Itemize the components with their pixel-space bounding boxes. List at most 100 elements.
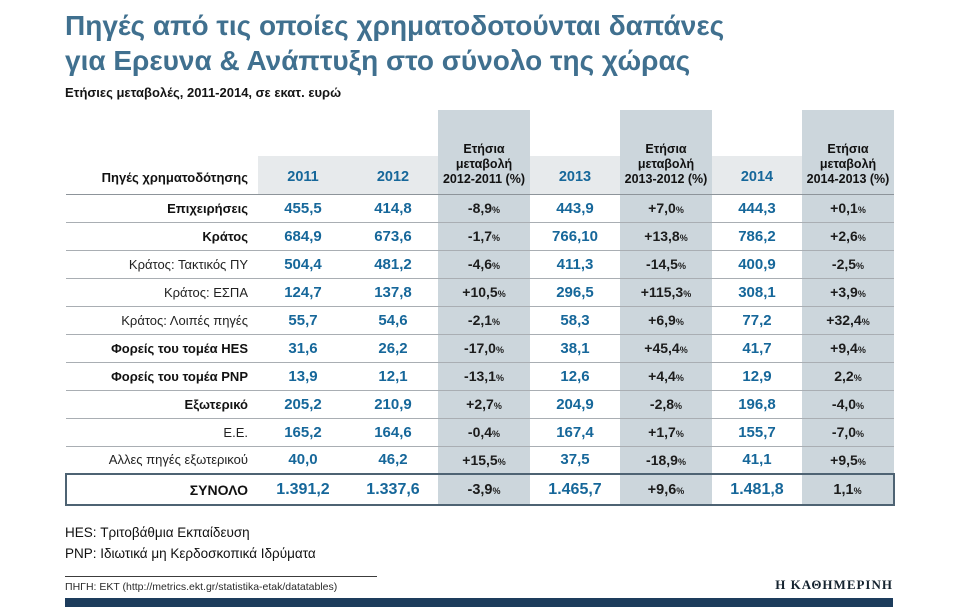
percent-sign: % — [856, 429, 865, 439]
table-header-row: Πηγές χρηματοδότησης 2011 2012 Ετήσια μεταβ… — [66, 110, 894, 195]
percent-sign: % — [856, 401, 865, 411]
change-cell: -18,9% — [620, 446, 712, 475]
table-row: Φορείς του τομέα HES 31,6 26,2 -17,0% 38,1 +4… — [66, 334, 894, 363]
change-cell: +7,0% — [620, 194, 712, 223]
change-cell: -7,0% — [802, 418, 894, 447]
page-title-line1: Πηγές από τις οποίες χρηματοδοτούνται δα… — [65, 10, 725, 41]
change-cell: 2,2% — [802, 362, 894, 391]
value-cell: 54,6 — [348, 306, 438, 335]
change-cell: -8,9% — [438, 194, 530, 223]
column-header-year: 2012 — [348, 110, 438, 195]
row-label: Φορείς του τομέα PNP — [66, 362, 258, 391]
value-cell: 26,2 — [348, 334, 438, 363]
percent-sign: % — [677, 456, 686, 467]
value-cell: 673,6 — [348, 222, 438, 251]
value-cell: 41,1 — [712, 446, 802, 475]
value-cell: 37,5 — [530, 446, 620, 475]
change-cell: +6,9% — [620, 306, 712, 335]
value-cell: 205,2 — [258, 390, 348, 419]
value-cell: 455,5 — [258, 194, 348, 223]
change-cell: 1,1% — [802, 473, 895, 506]
table-row: Εξωτερικό 205,2 210,9 +2,7% 204,9 -2,8% 196,8-… — [66, 390, 894, 419]
row-label: Κράτος: Λοιπές πηγές — [66, 306, 258, 335]
page-subtitle: Ετήσιες μεταβολές, 2011-2014, σε εκατ. ε… — [65, 85, 342, 100]
value-cell: 481,2 — [348, 250, 438, 279]
row-label: Κράτος — [66, 222, 258, 251]
footnote-pnp: PNP: Ιδιωτικά μη Κερδοσκοπικά Ιδρύματα — [65, 546, 316, 561]
change-cell: +2,6% — [802, 222, 894, 251]
percent-sign: % — [675, 429, 684, 439]
percent-sign: % — [679, 345, 688, 355]
value-cell: 308,1 — [712, 278, 802, 307]
percent-sign: % — [857, 205, 866, 215]
total-row: ΣΥΝΟΛΟ 1.391,2 1.337,6 -3,9% 1.465,7 +9,6% 1.4… — [65, 473, 895, 506]
page-title-line2: για Ερευνα & Ανάπτυξη στο σύνολο της χώρ… — [65, 45, 691, 76]
value-cell: 165,2 — [258, 418, 348, 447]
value-cell: 1.391,2 — [258, 473, 348, 506]
value-cell: 766,10 — [530, 222, 620, 251]
percent-sign: % — [497, 289, 506, 299]
change-cell: -14,5% — [620, 250, 712, 279]
table-row: Φορείς του τομέα PNP 13,9 12,1 -13,1% 12,6 +4… — [66, 362, 894, 391]
funding-table: Πηγές χρηματοδότησης 2011 2012 Ετήσια μεταβ… — [65, 110, 895, 506]
percent-sign: % — [679, 233, 688, 243]
value-cell: 786,2 — [712, 222, 802, 251]
footnotes: HES: Τριτοβάθμια Εκπαίδευση PNP: Ιδιωτικ… — [65, 522, 893, 564]
percent-sign: % — [492, 233, 501, 243]
percent-sign: % — [492, 317, 501, 327]
change-cell: +115,3% — [620, 278, 712, 307]
value-cell: 55,7 — [258, 306, 348, 335]
percent-sign: % — [853, 373, 862, 383]
column-header-year: 2013 — [530, 110, 620, 195]
change-cell: -2,1% — [438, 306, 530, 335]
change-cell: +3,9% — [802, 278, 894, 307]
change-cell: +9,4% — [802, 334, 894, 363]
value-cell: 77,2 — [712, 306, 802, 335]
column-header-change: Ετήσια μεταβολή 2012-2011 (%) — [438, 110, 530, 195]
percent-sign: % — [497, 456, 506, 467]
percent-sign: % — [492, 205, 501, 215]
percent-sign: % — [492, 261, 501, 271]
value-cell: 12,6 — [530, 362, 620, 391]
percent-sign: % — [495, 373, 504, 383]
row-label: ΣΥΝΟΛΟ — [65, 473, 258, 506]
percent-sign: % — [857, 456, 866, 467]
row-label: Κράτος: ΕΣΠΑ — [66, 278, 258, 307]
percent-sign: % — [495, 345, 504, 355]
change-cell: -0,4% — [438, 418, 530, 447]
change-cell: +4,4% — [620, 362, 712, 391]
table-row: Κράτος 684,9 673,6 -1,7% 766,10 +13,8% 786,2 +2… — [66, 222, 894, 251]
value-cell: 1.337,6 — [348, 473, 438, 506]
change-cell: +1,7% — [620, 418, 712, 447]
change-cell: +9,5% — [802, 446, 894, 475]
value-cell: 12,9 — [712, 362, 802, 391]
value-cell: 164,6 — [348, 418, 438, 447]
page-title: Πηγές από τις οποίες χρηματοδοτούνται δα… — [65, 8, 893, 78]
change-cell: +9,6% — [620, 473, 712, 506]
value-cell: 137,8 — [348, 278, 438, 307]
percent-sign: % — [492, 429, 501, 439]
change-cell: +10,5% — [438, 278, 530, 307]
table-row: Κράτος: Τακτικός ΠΥ 504,4 481,2 -4,6% 411,3-… — [66, 250, 894, 279]
row-label: Ε.Ε. — [66, 418, 258, 447]
row-label: Φορείς του τομέα HES — [66, 334, 258, 363]
column-header-change: Ετήσια μεταβολή 2013-2012 (%) — [620, 110, 712, 195]
value-cell: 31,6 — [258, 334, 348, 363]
source-credit: ΠΗΓΗ: ΕΚΤ (http://metrics.ekt.gr/statist… — [65, 576, 377, 593]
value-cell: 13,9 — [258, 362, 348, 391]
percent-sign: % — [857, 289, 866, 299]
value-cell: 414,8 — [348, 194, 438, 223]
footnote-hes: HES: Τριτοβάθμια Εκπαίδευση — [65, 525, 250, 540]
percent-sign: % — [493, 401, 502, 411]
change-cell: +45,4% — [620, 334, 712, 363]
percent-sign: % — [853, 485, 862, 496]
value-cell: 58,3 — [530, 306, 620, 335]
column-header-year: 2014 — [712, 110, 802, 195]
change-cell: +15,5% — [438, 446, 530, 475]
value-cell: 40,0 — [258, 446, 348, 475]
percent-sign: % — [677, 261, 686, 271]
row-label: Επιχειρήσεις — [66, 194, 258, 223]
column-header-label: Πηγές χρηματοδότησης — [66, 110, 258, 195]
percent-sign: % — [675, 205, 684, 215]
